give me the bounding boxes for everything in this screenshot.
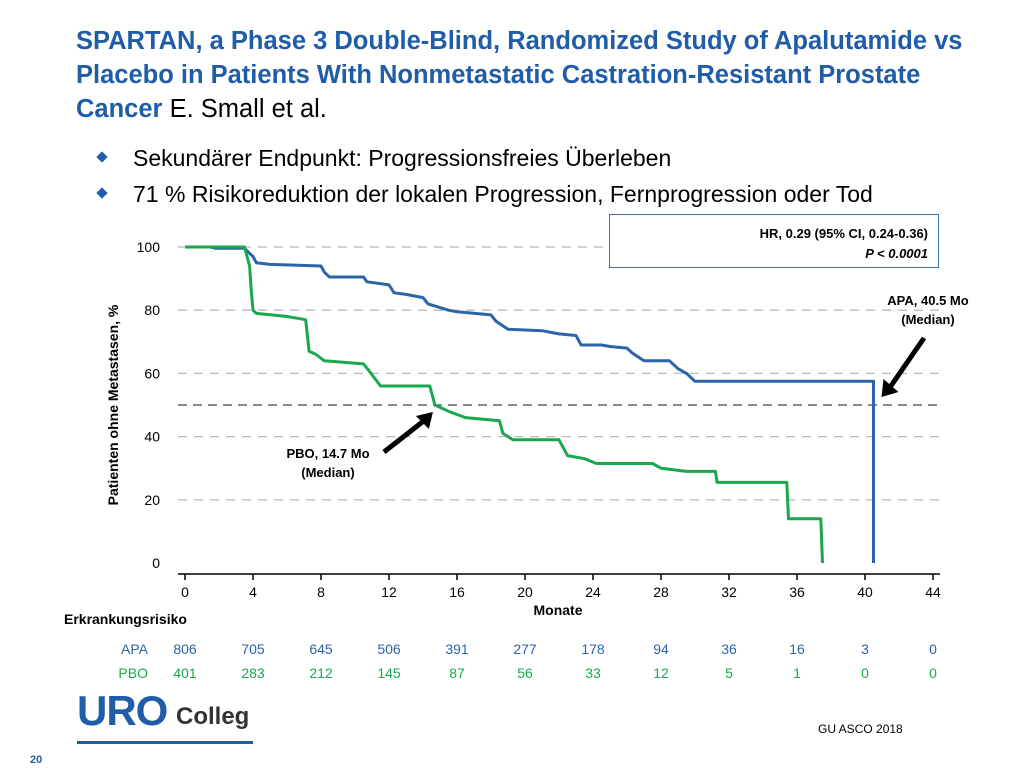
risk-cell: 178 bbox=[581, 641, 605, 657]
y-tick-label: 100 bbox=[137, 239, 161, 255]
logo-underline bbox=[77, 741, 253, 744]
risk-cell: 0 bbox=[929, 641, 937, 657]
risk-cell: 87 bbox=[449, 665, 465, 681]
bullet-item: Sekundärer Endpunkt: Progressionsfreies … bbox=[96, 142, 996, 178]
risk-cell: 36 bbox=[721, 641, 737, 657]
risk-cell: 277 bbox=[513, 641, 537, 657]
bullet-list: Sekundärer Endpunkt: Progressionsfreies … bbox=[96, 142, 996, 214]
logo-uro-text: URO bbox=[77, 687, 168, 734]
y-tick-label: 20 bbox=[144, 492, 160, 508]
logo-colleg-text: Colleg bbox=[176, 703, 250, 730]
y-tick-label: 0 bbox=[152, 555, 160, 571]
page-number: 20 bbox=[30, 754, 43, 766]
risk-cell: 401 bbox=[173, 665, 197, 681]
risk-cell: 94 bbox=[653, 641, 669, 657]
risk-cell: 212 bbox=[309, 665, 333, 681]
risk-cell: 391 bbox=[445, 641, 469, 657]
bullet-text: Sekundärer Endpunkt: Progressionsfreies … bbox=[133, 145, 672, 171]
x-tick-label: 32 bbox=[721, 584, 737, 600]
p-value-text: P < 0.0001 bbox=[865, 246, 928, 261]
source-note: GU ASCO 2018 bbox=[818, 722, 903, 736]
risk-cell: 705 bbox=[241, 641, 265, 657]
risk-row-pbo: PBO 401 283 212 145 87 56 33 12 5 1 0 0 bbox=[0, 665, 1024, 687]
apa-median-sublabel: (Median) bbox=[901, 312, 954, 327]
risk-row-apa: APA 806 705 645 506 391 277 178 94 36 16 3 0 bbox=[0, 641, 1024, 663]
bullet-text: 71 % Risikoreduktion der lokalen Progres… bbox=[133, 181, 873, 207]
risk-table-title: Erkrankungsrisiko bbox=[64, 611, 187, 627]
x-tick-label: 12 bbox=[381, 584, 397, 600]
risk-cell: 145 bbox=[377, 665, 401, 681]
y-tick-label: 40 bbox=[144, 429, 160, 445]
risk-cell: 3 bbox=[861, 641, 869, 657]
x-axis-title: Monate bbox=[534, 602, 583, 618]
pbo-median-sublabel: (Median) bbox=[301, 465, 354, 480]
x-tick-label: 36 bbox=[789, 584, 805, 600]
hazard-ratio-text: HR, 0.29 (95% CI, 0.24-0.36) bbox=[759, 226, 928, 241]
pbo-arrow bbox=[382, 418, 427, 454]
title-text: SPARTAN, a Phase 3 Double-Blind, Randomi… bbox=[76, 27, 963, 123]
risk-cell: 0 bbox=[929, 665, 937, 681]
series-line-pbo bbox=[185, 245, 824, 564]
risk-cell: 0 bbox=[861, 665, 869, 681]
risk-cell: 806 bbox=[173, 641, 197, 657]
x-tick-label: 40 bbox=[857, 584, 873, 600]
risk-row-label: APA bbox=[121, 641, 148, 657]
apa-arrow bbox=[887, 336, 927, 390]
risk-row-label: PBO bbox=[118, 665, 148, 681]
x-tick-label: 8 bbox=[317, 584, 325, 600]
pbo-arrowhead bbox=[415, 412, 433, 429]
risk-cell: 5 bbox=[725, 665, 733, 681]
risk-cell: 33 bbox=[585, 665, 601, 681]
apa-arrowhead bbox=[881, 379, 899, 397]
x-tick-label: 0 bbox=[181, 584, 189, 600]
x-tick-label: 16 bbox=[449, 584, 465, 600]
x-tick-label: 20 bbox=[517, 584, 533, 600]
pbo-median-label: PBO, 14.7 Mo bbox=[286, 446, 369, 461]
risk-cell: 56 bbox=[517, 665, 533, 681]
risk-cell: 645 bbox=[309, 641, 333, 657]
risk-cell: 16 bbox=[789, 641, 805, 657]
apa-median-label: APA, 40.5 Mo bbox=[887, 293, 968, 308]
x-tick-label: 24 bbox=[585, 584, 601, 600]
y-tick-label: 80 bbox=[144, 302, 160, 318]
hazard-ratio-box: HR, 0.29 (95% CI, 0.24-0.36) P < 0.0001 bbox=[609, 214, 939, 268]
bullet-item: 71 % Risikoreduktion der lokalen Progres… bbox=[96, 178, 996, 214]
urocolleg-logo: URO Colleg bbox=[77, 685, 257, 745]
risk-cell: 506 bbox=[377, 641, 401, 657]
series-line-apa bbox=[185, 245, 875, 563]
y-axis-title: Patienten ohne Metastasen, % bbox=[105, 304, 121, 505]
risk-cell: 12 bbox=[653, 665, 669, 681]
x-tick-label: 4 bbox=[249, 584, 257, 600]
title-authors: E. Small et al. bbox=[169, 95, 327, 123]
y-tick-label: 60 bbox=[144, 365, 160, 381]
risk-cell: 1 bbox=[793, 665, 801, 681]
slide-title: SPARTAN, a Phase 3 Double-Blind, Randomi… bbox=[76, 24, 976, 126]
risk-cell: 283 bbox=[241, 665, 265, 681]
x-tick-label: 28 bbox=[653, 584, 669, 600]
x-tick-label: 44 bbox=[925, 584, 941, 600]
